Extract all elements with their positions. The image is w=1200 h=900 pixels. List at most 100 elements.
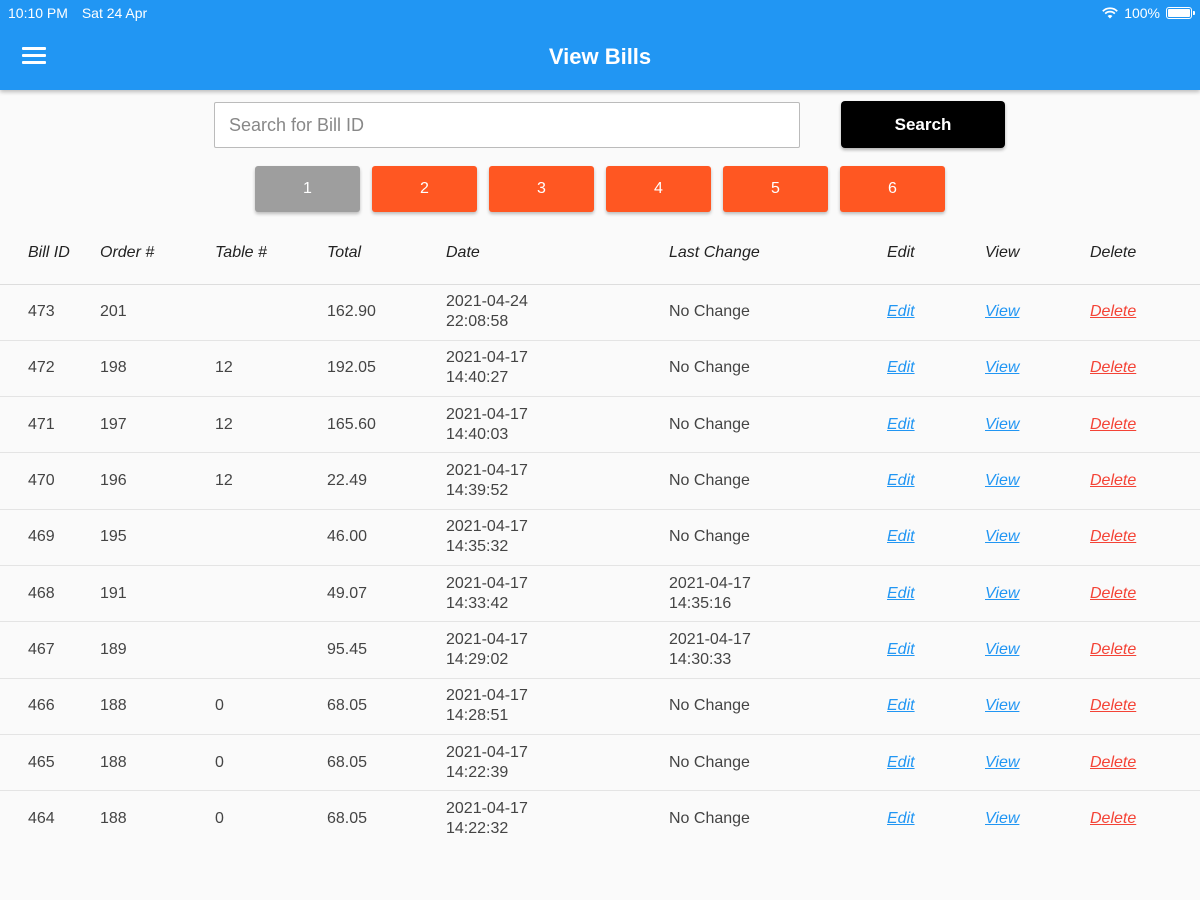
edit-link[interactable]: Edit xyxy=(887,359,915,377)
table-row: 468 191 49.07 2021-04-17 14:33:42 2021-04-17 1… xyxy=(0,565,1200,623)
view-link[interactable]: View xyxy=(985,753,1020,771)
edit-link[interactable]: Edit xyxy=(887,584,915,602)
delete-link[interactable]: Delete xyxy=(1090,810,1137,828)
last-change: 2021-04-17 xyxy=(669,630,751,648)
page-button-1[interactable]: 1 xyxy=(255,166,360,212)
table-number: 0 xyxy=(215,810,224,828)
last-change: No Change xyxy=(669,303,750,321)
cell-bill-id: 464 xyxy=(0,791,100,847)
cell-last-change: No Change xyxy=(669,340,887,398)
edit-link[interactable]: Edit xyxy=(887,640,915,658)
edit-link[interactable]: Edit xyxy=(887,303,915,321)
cell-view: View xyxy=(985,284,1090,341)
view-link[interactable]: View xyxy=(985,810,1020,828)
cell-view: View xyxy=(985,565,1090,623)
cell-view: View xyxy=(985,340,1090,398)
edit-link[interactable]: Edit xyxy=(887,810,915,828)
view-link[interactable]: View xyxy=(985,415,1020,433)
cell-delete: Delete xyxy=(1090,621,1200,679)
delete-link[interactable]: Delete xyxy=(1090,359,1137,377)
cell-delete: Delete xyxy=(1090,452,1200,510)
bill-id: 473 xyxy=(28,303,55,321)
cell-table: 12 xyxy=(215,340,327,398)
order-number: 188 xyxy=(100,753,127,771)
view-link[interactable]: View xyxy=(985,359,1020,377)
order-number: 195 xyxy=(100,528,127,546)
total: 95.45 xyxy=(327,640,368,658)
total: 68.05 xyxy=(327,697,368,715)
cell-bill-id: 466 xyxy=(0,678,100,735)
bill-id: 470 xyxy=(28,472,55,490)
status-bar: 10:10 PM Sat 24 Apr 100% xyxy=(0,0,1200,26)
edit-link[interactable]: Edit xyxy=(887,472,915,490)
search-input[interactable] xyxy=(214,102,800,148)
order-number: 197 xyxy=(100,415,127,433)
page-button-4[interactable]: 4 xyxy=(606,166,711,212)
cell-date: 2021-04-17 14:35:32 xyxy=(446,509,669,566)
cell-view: View xyxy=(985,734,1090,792)
cell-order: 196 xyxy=(100,452,215,510)
cell-table xyxy=(215,621,327,679)
delete-link[interactable]: Delete xyxy=(1090,640,1137,658)
cell-last-change: No Change xyxy=(669,452,887,510)
view-link[interactable]: View xyxy=(985,528,1020,546)
cell-view: View xyxy=(985,791,1090,847)
cell-total: 95.45 xyxy=(327,621,446,679)
cell-edit: Edit xyxy=(887,621,985,679)
table-row: 471 197 12 165.60 2021-04-17 14:40:03 No Chang… xyxy=(0,396,1200,454)
delete-link[interactable]: Delete xyxy=(1090,472,1137,490)
cell-last-change: 2021-04-17 14:35:16 xyxy=(669,565,887,623)
cell-table: 12 xyxy=(215,396,327,454)
cell-bill-id: 469 xyxy=(0,509,100,566)
page-button-3[interactable]: 3 xyxy=(489,166,594,212)
view-link[interactable]: View xyxy=(985,640,1020,658)
order-number: 188 xyxy=(100,697,127,715)
cell-total: 68.05 xyxy=(327,678,446,735)
edit-link[interactable]: Edit xyxy=(887,753,915,771)
date: 2021-04-17 xyxy=(446,743,528,761)
date: 2021-04-17 xyxy=(446,687,528,705)
cell-delete: Delete xyxy=(1090,791,1200,847)
date: 2021-04-17 xyxy=(446,462,528,480)
delete-link[interactable]: Delete xyxy=(1090,697,1137,715)
cell-delete: Delete xyxy=(1090,284,1200,341)
cell-edit: Edit xyxy=(887,340,985,398)
edit-link[interactable]: Edit xyxy=(887,697,915,715)
cell-total: 22.49 xyxy=(327,452,446,510)
table-header-row: Bill ID Order # Table # Total Date Last Chang… xyxy=(0,222,1200,285)
search-button[interactable]: Search xyxy=(841,101,1005,148)
bills-table: Bill ID Order # Table # Total Date Last Chang… xyxy=(0,222,1200,847)
table-row: 466 188 0 68.05 2021-04-17 14:28:51 No Change E… xyxy=(0,678,1200,735)
page-button-2[interactable]: 2 xyxy=(372,166,477,212)
total: 68.05 xyxy=(327,810,368,828)
menu-icon[interactable] xyxy=(22,47,46,65)
cell-last-change: No Change xyxy=(669,791,887,847)
delete-link[interactable]: Delete xyxy=(1090,753,1137,771)
cell-view: View xyxy=(985,678,1090,735)
delete-link[interactable]: Delete xyxy=(1090,415,1137,433)
cell-date: 2021-04-17 14:22:32 xyxy=(446,791,669,847)
view-link[interactable]: View xyxy=(985,303,1020,321)
last-change: No Change xyxy=(669,528,750,546)
table-row: 472 198 12 192.05 2021-04-17 14:40:27 No Chang… xyxy=(0,340,1200,398)
delete-link[interactable]: Delete xyxy=(1090,584,1137,602)
cell-bill-id: 470 xyxy=(0,452,100,510)
edit-link[interactable]: Edit xyxy=(887,415,915,433)
page-button-5[interactable]: 5 xyxy=(723,166,828,212)
view-link[interactable]: View xyxy=(985,697,1020,715)
status-time: 10:10 PM xyxy=(8,5,68,21)
view-link[interactable]: View xyxy=(985,472,1020,490)
battery-icon xyxy=(1166,7,1195,19)
delete-link[interactable]: Delete xyxy=(1090,528,1137,546)
table-row: 473 201 162.90 2021-04-24 22:08:58 No Change E… xyxy=(0,284,1200,341)
cell-order: 188 xyxy=(100,678,215,735)
column-header-edit: Edit xyxy=(887,222,985,285)
column-header-total: Total xyxy=(327,222,446,285)
edit-link[interactable]: Edit xyxy=(887,528,915,546)
page-button-6[interactable]: 6 xyxy=(840,166,945,212)
cell-order: 195 xyxy=(100,509,215,566)
view-link[interactable]: View xyxy=(985,584,1020,602)
table-number: 12 xyxy=(215,415,233,433)
delete-link[interactable]: Delete xyxy=(1090,303,1137,321)
